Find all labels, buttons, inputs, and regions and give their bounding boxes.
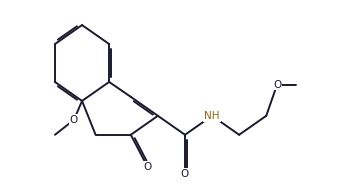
Text: O: O	[70, 115, 78, 125]
Text: O: O	[181, 169, 189, 179]
Text: O: O	[143, 162, 151, 172]
Text: O: O	[273, 80, 281, 90]
Text: NH: NH	[204, 111, 220, 121]
